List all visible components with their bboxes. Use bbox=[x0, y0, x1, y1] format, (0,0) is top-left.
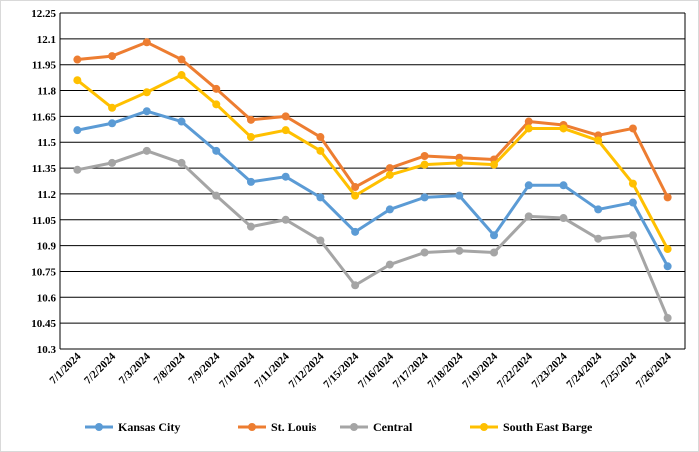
data-point bbox=[490, 231, 499, 240]
data-point bbox=[177, 117, 186, 126]
data-point bbox=[351, 183, 360, 192]
data-point bbox=[108, 119, 117, 128]
data-point bbox=[212, 146, 221, 155]
series-line bbox=[77, 109, 669, 268]
data-point bbox=[281, 112, 290, 121]
data-point bbox=[559, 214, 568, 223]
data-point bbox=[246, 115, 255, 124]
data-point bbox=[316, 236, 325, 245]
data-point bbox=[420, 152, 429, 161]
y-tick-label: 11.8 bbox=[37, 86, 56, 98]
series-line bbox=[77, 149, 670, 319]
data-point bbox=[455, 246, 464, 255]
data-point bbox=[385, 260, 394, 269]
data-point bbox=[594, 205, 603, 214]
data-point bbox=[351, 281, 360, 290]
data-point bbox=[385, 164, 394, 173]
data-point bbox=[385, 205, 394, 214]
data-point bbox=[142, 107, 151, 116]
data-point bbox=[420, 248, 429, 257]
data-point bbox=[628, 124, 637, 133]
y-tick-label: 10.6 bbox=[37, 292, 57, 304]
data-point bbox=[73, 126, 82, 135]
data-point bbox=[281, 215, 290, 224]
legend-label: Kansas City bbox=[118, 420, 180, 434]
data-point bbox=[455, 158, 464, 167]
data-point bbox=[212, 84, 221, 93]
data-point bbox=[351, 227, 360, 236]
data-point bbox=[281, 172, 290, 181]
data-point bbox=[559, 181, 568, 190]
data-point bbox=[142, 88, 151, 97]
legend-label: Central bbox=[373, 420, 413, 434]
legend-marker bbox=[95, 423, 103, 431]
series-line bbox=[76, 73, 669, 250]
data-point bbox=[142, 146, 151, 155]
y-tick-label: 10.45 bbox=[31, 318, 56, 330]
data-point bbox=[524, 181, 533, 190]
y-tick-label: 10.9 bbox=[37, 241, 57, 253]
y-tick-label: 11.35 bbox=[32, 163, 57, 175]
y-tick-label: 11.5 bbox=[37, 137, 56, 149]
data-point bbox=[108, 103, 117, 112]
data-point bbox=[663, 193, 672, 202]
data-point bbox=[316, 193, 325, 202]
data-point bbox=[73, 165, 82, 174]
data-point bbox=[628, 179, 637, 188]
data-point bbox=[246, 133, 255, 142]
legend-marker bbox=[480, 423, 488, 431]
data-point bbox=[524, 124, 533, 133]
data-point bbox=[490, 248, 499, 257]
data-point bbox=[663, 262, 672, 271]
y-tick-label: 10.75 bbox=[31, 266, 56, 278]
legend-marker bbox=[350, 423, 358, 431]
y-tick-label: 10.3 bbox=[37, 344, 57, 356]
y-tick-label: 11.95 bbox=[32, 60, 57, 72]
y-tick-label: 11.65 bbox=[32, 111, 57, 123]
data-point bbox=[594, 234, 603, 243]
legend-label: St. Louis bbox=[271, 420, 317, 434]
legend-label: South East Barge bbox=[503, 420, 593, 434]
data-point bbox=[628, 198, 637, 207]
data-point bbox=[351, 191, 360, 200]
data-point bbox=[524, 212, 533, 221]
data-point bbox=[212, 100, 221, 109]
data-point bbox=[73, 76, 82, 85]
data-point bbox=[246, 222, 255, 231]
y-tick-label: 12.1 bbox=[37, 34, 56, 46]
data-point bbox=[281, 126, 290, 135]
data-point bbox=[73, 55, 82, 64]
data-point bbox=[108, 52, 117, 61]
data-point bbox=[177, 55, 186, 64]
y-tick-label: 11.05 bbox=[32, 215, 57, 227]
data-point bbox=[246, 177, 255, 186]
data-point bbox=[177, 71, 186, 80]
data-point bbox=[385, 170, 394, 179]
legend-marker bbox=[248, 423, 256, 431]
data-point bbox=[108, 158, 117, 167]
data-point bbox=[663, 245, 672, 254]
y-tick-label: 11.2 bbox=[37, 189, 56, 201]
data-point bbox=[559, 124, 568, 133]
data-point bbox=[628, 231, 637, 240]
y-tick-label: 12.25 bbox=[31, 8, 56, 20]
data-point bbox=[420, 193, 429, 202]
data-point bbox=[316, 146, 325, 155]
data-point bbox=[316, 133, 325, 142]
data-point bbox=[663, 313, 672, 322]
data-point bbox=[177, 158, 186, 167]
data-point bbox=[455, 191, 464, 200]
data-point bbox=[420, 160, 429, 169]
series-line bbox=[77, 40, 669, 199]
data-point bbox=[490, 160, 499, 169]
data-point bbox=[212, 191, 221, 200]
data-point bbox=[524, 117, 533, 126]
data-point bbox=[142, 38, 151, 47]
data-point bbox=[594, 136, 603, 145]
